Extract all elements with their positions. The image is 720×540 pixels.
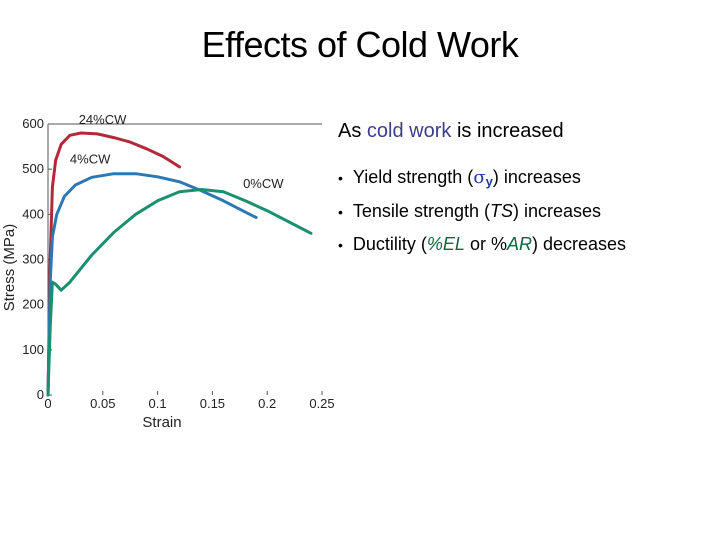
y-tick-label: 600: [22, 116, 44, 131]
x-axis-label: Strain: [142, 414, 181, 431]
bullet-list: As cold work is increased • Yield streng…: [338, 120, 718, 267]
bullet-text: or %: [464, 234, 507, 254]
x-tick-label: 0.1: [149, 396, 167, 411]
bullet-text: ) decreases: [531, 234, 627, 254]
x-tick-label: 0.2: [258, 396, 276, 411]
y-tick-label: 300: [22, 252, 44, 267]
x-tick-label: 0.05: [90, 396, 115, 411]
bullet-dot: •: [338, 204, 343, 220]
curve-label: 0%CW: [243, 176, 284, 191]
x-tick-label: 0: [44, 396, 51, 411]
curve-label: 4%CW: [70, 152, 111, 167]
term-ar: AR: [506, 234, 532, 254]
series-line-0pct-cw: [46, 188, 313, 397]
bullet-text: Yield strength (: [352, 167, 474, 187]
bullet-text: ) increases: [492, 167, 581, 187]
sigma-symbol: σ: [473, 167, 486, 188]
bullet-dot: •: [338, 170, 343, 186]
y-tick-label: 0: [37, 387, 44, 402]
x-tick-label: 0.15: [200, 396, 225, 411]
bullet-text: Tensile strength (: [352, 201, 490, 221]
lead-suffix: is increased: [451, 120, 564, 142]
bullet-dot: •: [338, 237, 343, 253]
chart-svg: 0 100 200 300 400 500 600 0 0.05 0.1 0.15 0.2 0.25 St…: [1, 112, 335, 431]
bullet-tensile-strength: • Tensile strength (TS) increases: [338, 201, 718, 222]
term-ts: TS: [489, 201, 513, 221]
x-tick-label: 0.25: [309, 396, 334, 411]
bullet-text: Ductility (: [352, 234, 427, 254]
bullet-text: ) increases: [513, 201, 602, 221]
curve-label: 24%CW: [79, 112, 127, 127]
lead-accent: cold work: [366, 120, 452, 142]
bullet-ductility: • Ductility (%EL or %AR) decreases: [338, 234, 718, 255]
series-line-24pct-cw: [46, 131, 181, 397]
series-line-4pct-cw: [46, 172, 258, 397]
term-el: %EL: [426, 234, 465, 254]
lead-prefix: As: [338, 120, 367, 142]
bullet-yield-strength: • Yield strength (σy) increases: [338, 167, 718, 189]
lead-text: As cold work is increased: [338, 120, 718, 143]
slide-title: Effects of Cold Work: [201, 24, 519, 65]
y-tick-label: 100: [22, 342, 44, 357]
subscript-y: y: [485, 174, 493, 189]
y-tick-label: 200: [22, 297, 44, 312]
y-tick-label: 400: [22, 206, 44, 221]
stress-strain-chart: 0 100 200 300 400 500 600 0 0.05 0.1 0.15 0.2 0.25 St…: [0, 110, 345, 440]
y-tick-label: 500: [22, 161, 44, 176]
y-axis-label: Stress (MPa): [1, 224, 18, 312]
